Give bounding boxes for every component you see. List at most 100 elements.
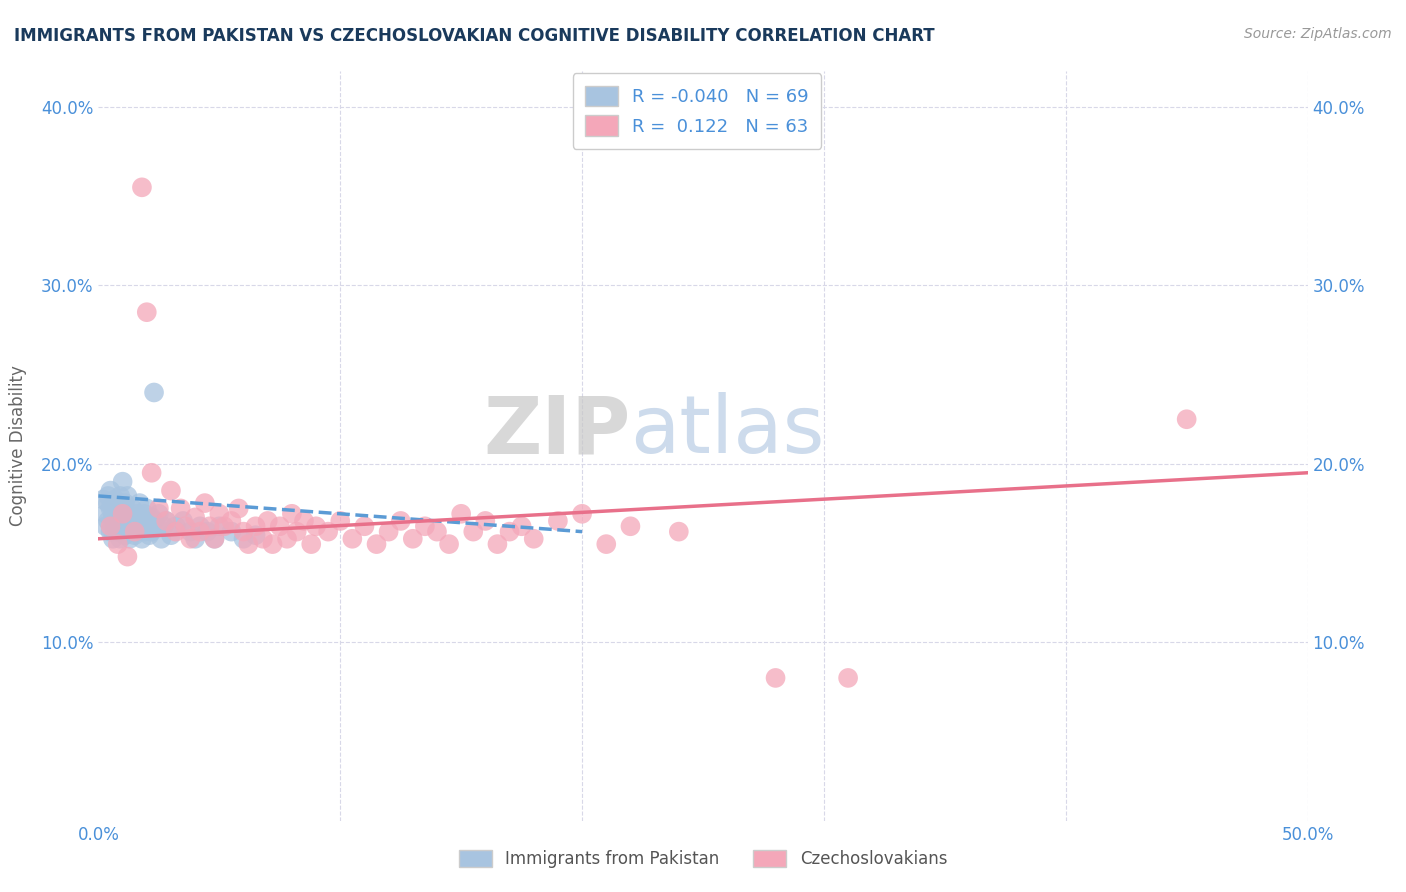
Point <box>179 524 201 539</box>
Y-axis label: Cognitive Disability: Cognitive Disability <box>10 366 27 526</box>
Point <box>104 492 127 507</box>
Point <box>245 519 267 533</box>
Point <box>97 496 120 510</box>
Point <box>145 519 167 533</box>
Point <box>212 519 235 533</box>
Point <box>389 514 412 528</box>
Point <box>100 519 122 533</box>
Point <box>135 514 157 528</box>
Point <box>160 528 183 542</box>
Point <box>124 524 146 539</box>
Point <box>114 496 136 510</box>
Point <box>138 528 160 542</box>
Point <box>124 510 146 524</box>
Point <box>1175 412 1198 426</box>
Point <box>131 519 153 533</box>
Point <box>194 496 217 510</box>
Point <box>413 519 436 533</box>
Point <box>498 524 520 539</box>
Point <box>118 532 141 546</box>
Point <box>547 514 569 528</box>
Point <box>426 524 449 539</box>
Point <box>262 537 284 551</box>
Text: ZIP: ZIP <box>484 392 630 470</box>
Point <box>127 507 149 521</box>
Point <box>108 489 131 503</box>
Point <box>131 180 153 194</box>
Point <box>437 537 460 551</box>
Legend: Immigrants from Pakistan, Czechoslovakians: Immigrants from Pakistan, Czechoslovakia… <box>453 843 953 875</box>
Point <box>285 524 308 539</box>
Point <box>188 524 211 539</box>
Point <box>188 519 211 533</box>
Point <box>124 528 146 542</box>
Point <box>104 507 127 521</box>
Point <box>97 514 120 528</box>
Text: IMMIGRANTS FROM PAKISTAN VS CZECHOSLOVAKIAN COGNITIVE DISABILITY CORRELATION CHA: IMMIGRANTS FROM PAKISTAN VS CZECHOSLOVAK… <box>14 27 935 45</box>
Point <box>523 532 546 546</box>
Point <box>108 510 131 524</box>
Point <box>221 524 243 539</box>
Point <box>204 532 226 546</box>
Point <box>128 496 150 510</box>
Point <box>366 537 388 551</box>
Point <box>221 514 243 528</box>
Point <box>619 519 641 533</box>
Point <box>299 537 322 551</box>
Point <box>165 524 187 539</box>
Point <box>179 532 201 546</box>
Point <box>292 514 315 528</box>
Point <box>252 532 274 546</box>
Point <box>165 519 187 533</box>
Point <box>104 519 127 533</box>
Point <box>595 537 617 551</box>
Point <box>198 519 221 533</box>
Point <box>256 514 278 528</box>
Point <box>100 501 122 516</box>
Point <box>138 519 160 533</box>
Point <box>128 514 150 528</box>
Point <box>111 501 134 516</box>
Point <box>342 532 364 546</box>
Point <box>174 519 197 533</box>
Point <box>281 507 304 521</box>
Point <box>228 501 250 516</box>
Point <box>114 528 136 542</box>
Point <box>184 510 207 524</box>
Point <box>91 492 114 507</box>
Point <box>131 532 153 546</box>
Point <box>100 483 122 498</box>
Point <box>134 507 156 521</box>
Point <box>329 514 352 528</box>
Point <box>668 524 690 539</box>
Point <box>94 507 117 521</box>
Point <box>169 501 191 516</box>
Point <box>276 532 298 546</box>
Point <box>100 524 122 539</box>
Point <box>111 519 134 533</box>
Point <box>141 510 163 524</box>
Point <box>474 514 496 528</box>
Text: Source: ZipAtlas.com: Source: ZipAtlas.com <box>1244 27 1392 41</box>
Point <box>141 524 163 539</box>
Point <box>450 507 472 521</box>
Point <box>305 519 328 533</box>
Point <box>94 519 117 533</box>
Point <box>108 532 131 546</box>
Point <box>143 514 166 528</box>
Point <box>463 524 485 539</box>
Point <box>232 532 254 546</box>
Point <box>117 549 139 564</box>
Point <box>121 501 143 516</box>
Point <box>195 524 218 539</box>
Point <box>111 507 134 521</box>
Point <box>208 507 231 521</box>
Point <box>101 501 124 516</box>
Point <box>117 507 139 521</box>
Point <box>160 483 183 498</box>
Point <box>204 532 226 546</box>
Point <box>107 537 129 551</box>
Point <box>121 519 143 533</box>
Point <box>486 537 509 551</box>
Point <box>135 305 157 319</box>
